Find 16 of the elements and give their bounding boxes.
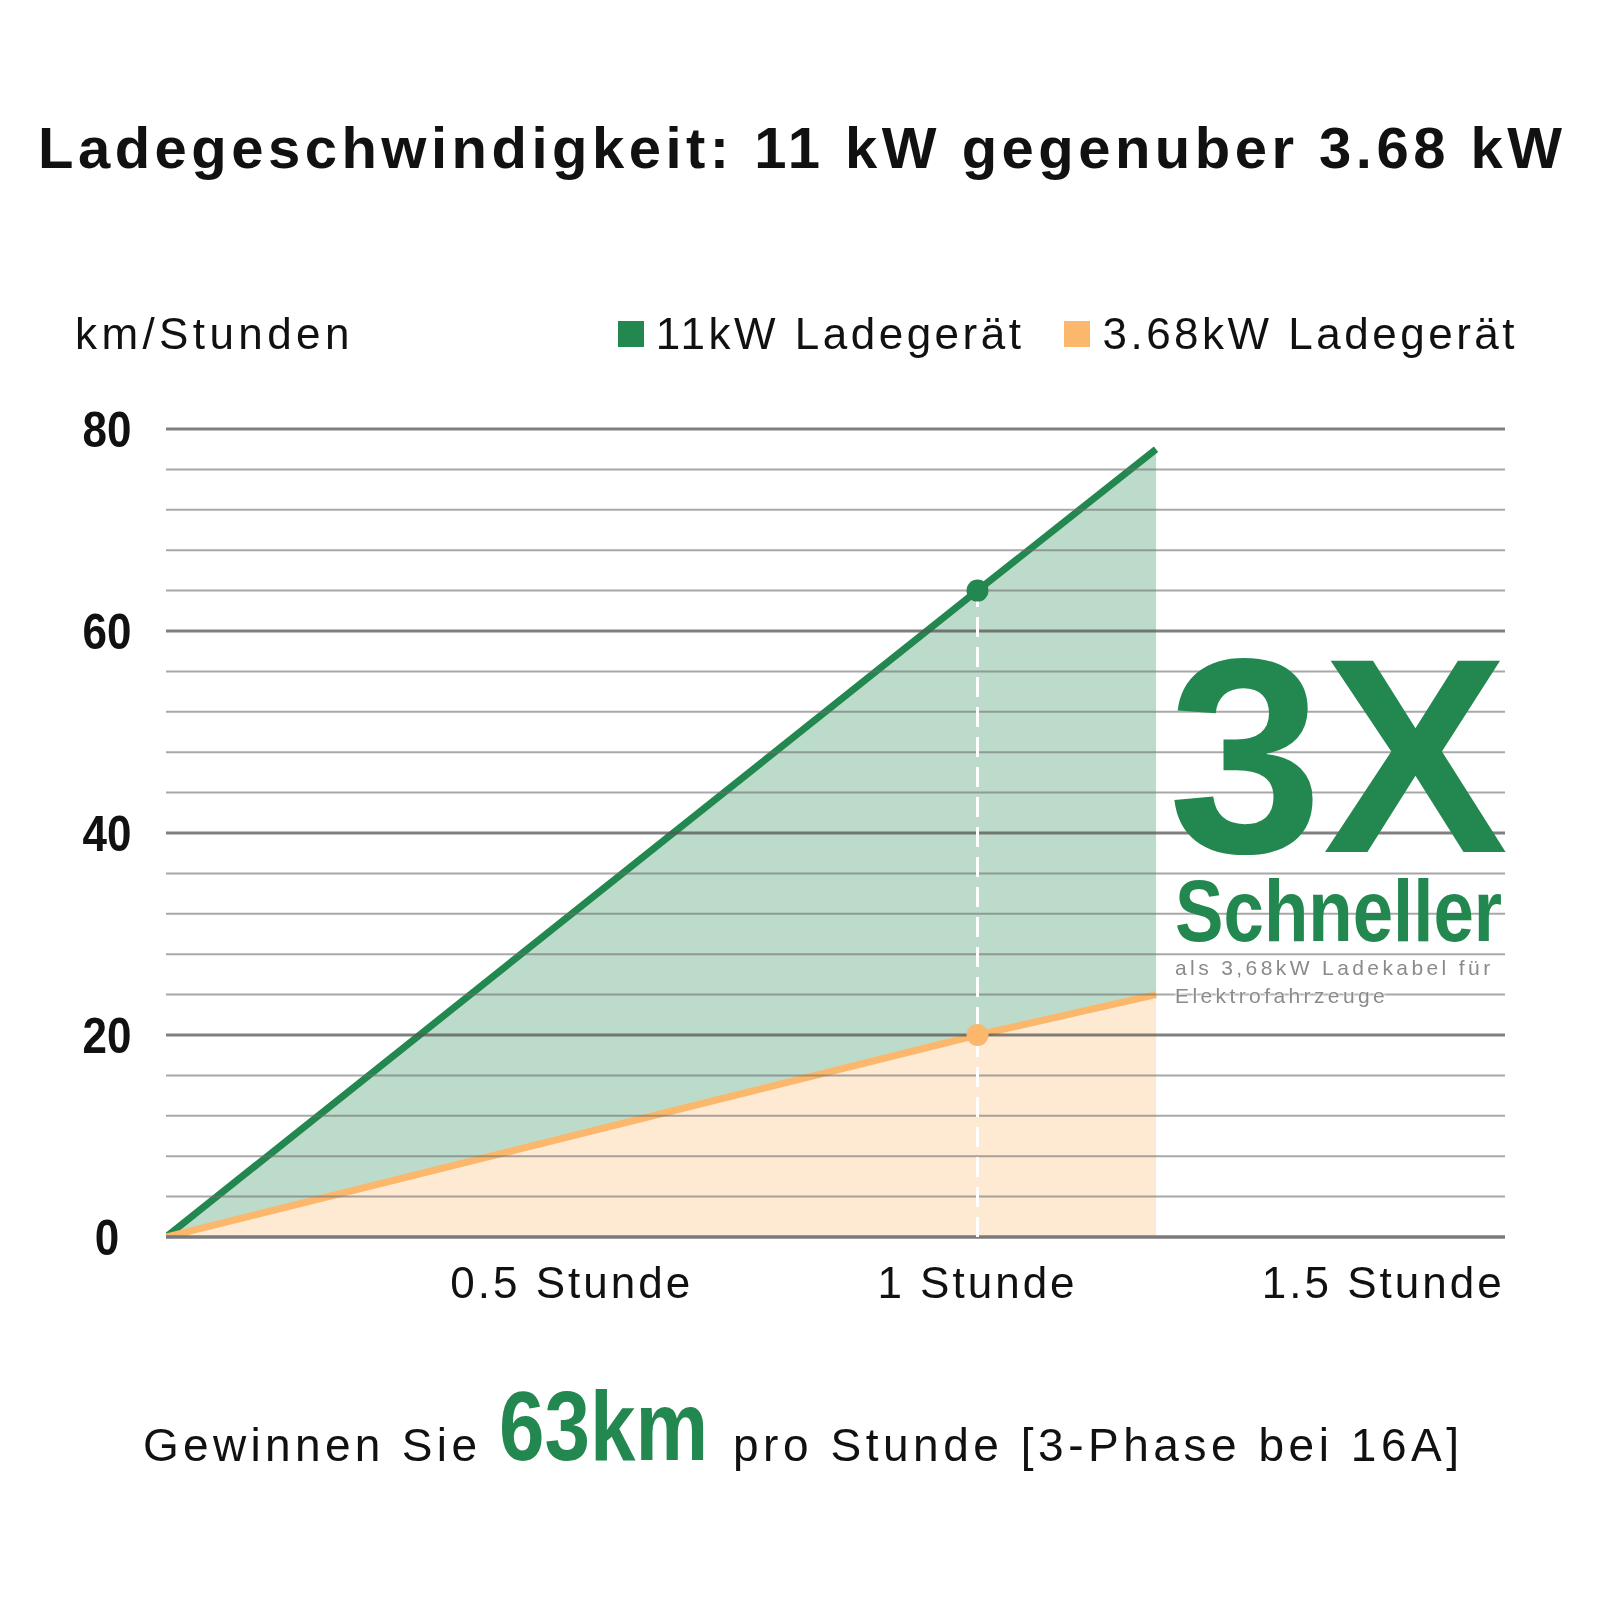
y-tick-label: 0 <box>94 1209 120 1266</box>
y-tick-label: 40 <box>82 805 132 862</box>
chart-title: Ladegeschwindigkeit: 11 kW gegenuber 3.68 kW <box>38 115 1563 180</box>
annotation: Schneller <box>1175 861 1503 960</box>
y-tick-label: 60 <box>82 603 132 660</box>
text: pro Stunde [3-Phase bei 16A] <box>733 1419 1459 1471</box>
legend-label: 11kW Ladegerät <box>655 309 1025 358</box>
y-axis-title: km/Stunden <box>75 309 354 358</box>
text: 63km <box>499 1370 709 1481</box>
text: Gewinnen Sie <box>143 1419 477 1471</box>
legend-label: 3.68kW Ladegerät <box>1102 309 1518 358</box>
y-tick-label: 20 <box>82 1007 132 1064</box>
x-tick-label: 1 Stunde <box>877 1258 1078 1307</box>
y-tick-label: 80 <box>82 401 132 458</box>
x-tick-label: 0.5 Stunde <box>450 1258 694 1307</box>
x-tick-label: 1.5 Stunde <box>1261 1258 1505 1307</box>
